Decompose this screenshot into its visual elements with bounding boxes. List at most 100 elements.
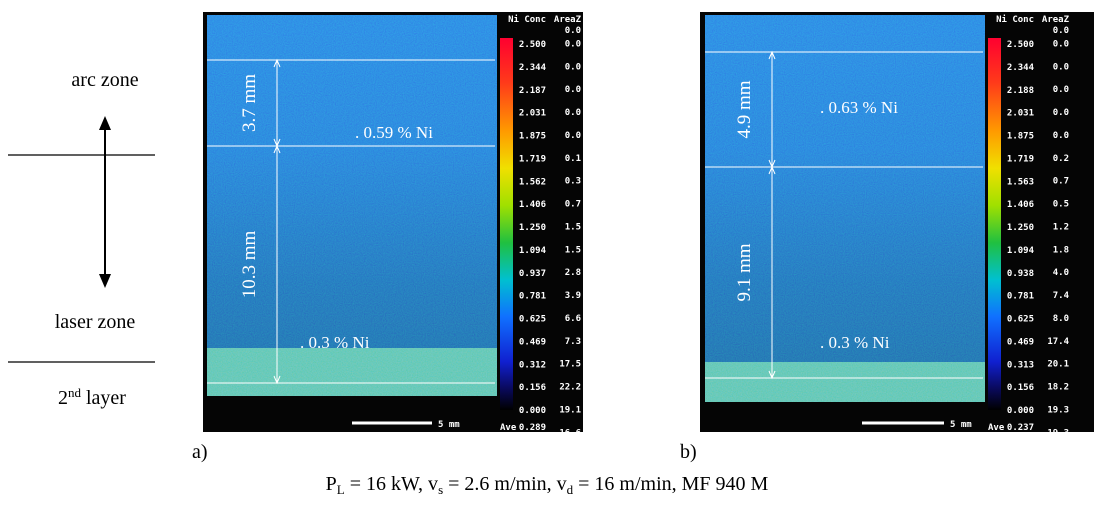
area-header: AreaZ <box>554 15 582 25</box>
arrow-head <box>768 159 776 169</box>
area-value: 1.2 <box>1053 222 1069 232</box>
area-value: 18.2 <box>1047 383 1069 393</box>
scale-bar-label: 5 mm <box>950 420 972 430</box>
caption-part: = 16 kW, v <box>345 473 438 495</box>
area-value: 7.3 <box>565 337 581 347</box>
area-value: 0.0 <box>1053 39 1069 49</box>
caption-sub: d <box>567 482 574 497</box>
area-value: 17.5 <box>559 360 581 370</box>
average-value: 0.289 <box>519 423 546 433</box>
upper-concentration: . 0.63 % Ni <box>820 98 898 117</box>
conc-value: 2.187 <box>519 86 546 96</box>
conc-value: 2.344 <box>1007 63 1035 73</box>
caption-part: = 2.6 m/min, v <box>443 473 567 495</box>
average-label: Ave <box>500 423 517 433</box>
conc-value: 1.719 <box>1007 154 1034 164</box>
conc-value: 2.500 <box>1007 40 1034 50</box>
conc-value: 1.719 <box>519 154 546 164</box>
area-value: 0.0 <box>1053 85 1069 95</box>
area-value: 0.0 <box>565 26 581 36</box>
conc-value: 1.406 <box>519 200 546 210</box>
panel-label: a) <box>192 441 208 463</box>
layer-texture <box>705 362 985 402</box>
area-value: 0.2 <box>1053 154 1069 164</box>
map-texture <box>207 15 497 396</box>
arrow-head <box>273 138 281 148</box>
area-header: AreaZ <box>1042 15 1070 25</box>
area-value: 19.1 <box>559 405 581 415</box>
conc-value: 0.313 <box>1007 360 1034 370</box>
conc-value: 0.000 <box>519 406 546 416</box>
conc-value: 2.188 <box>1007 86 1034 96</box>
caption-sub: s <box>438 482 443 497</box>
conc-value: 1.250 <box>519 223 546 233</box>
lower-concentration: . 0.3 % Ni <box>300 333 370 352</box>
arrow-head <box>273 58 281 68</box>
area-value: 22.2 <box>559 383 581 393</box>
conc-value: 1.562 <box>519 177 546 187</box>
area-value: 3.9 <box>565 291 581 301</box>
conc-value: 1.250 <box>1007 223 1034 233</box>
conc-value: 2.500 <box>519 40 546 50</box>
caption-part: P <box>326 473 337 495</box>
caption-part: = 16 m/min, MF 940 M <box>573 473 768 495</box>
upper-thickness: 4.9 mm <box>734 80 755 138</box>
area-value: 8.0 <box>1053 314 1069 324</box>
conc-value: 0.469 <box>1007 337 1034 347</box>
lower-concentration: . 0.3 % Ni <box>820 333 890 352</box>
conc-value: 0.938 <box>1007 269 1034 279</box>
arrow-head <box>273 375 281 385</box>
layer-label: 2nd layer <box>58 385 126 409</box>
conc-header: Ni Conc <box>508 14 546 25</box>
area-value: 0.0 <box>565 62 581 72</box>
area-value: 0.0 <box>565 39 581 49</box>
area-value: 2.8 <box>565 268 581 278</box>
area-value: 7.4 <box>1053 291 1070 301</box>
area-value: 1.5 <box>565 245 581 255</box>
scale-bar-label: 5 mm <box>438 420 460 430</box>
area-value: 16.6 <box>559 428 581 438</box>
area-value: 0.0 <box>565 108 581 118</box>
area-value: 0.0 <box>1053 108 1069 118</box>
area-value: 0.7 <box>1053 177 1069 187</box>
lower-thickness: 10.3 mm <box>239 231 260 299</box>
upper-concentration: . 0.59 % Ni <box>355 123 433 142</box>
area-value: 0.0 <box>1053 26 1069 36</box>
arc-zone-label: arc zone <box>71 69 138 91</box>
area-value: 1.5 <box>565 222 581 232</box>
conc-header: Ni Conc <box>996 14 1034 25</box>
arrow-head <box>768 370 776 380</box>
conc-value: 0.781 <box>519 292 546 302</box>
caption: PL = 16 kW, vs = 2.6 m/min, vd = 16 m/mi… <box>326 473 769 497</box>
area-value: 0.5 <box>1053 200 1069 210</box>
conc-value: 0.156 <box>519 383 546 393</box>
area-value: 0.7 <box>565 200 581 210</box>
conc-value: 1.563 <box>1007 177 1034 187</box>
area-value: 0.0 <box>565 85 581 95</box>
area-value: 19.3 <box>1047 405 1069 415</box>
lower-thickness: 9.1 mm <box>734 243 755 301</box>
area-value: 19.3 <box>1047 428 1069 438</box>
average-value: 0.237 <box>1007 423 1034 433</box>
arrow-head <box>768 50 776 60</box>
color-bar <box>988 38 1001 410</box>
area-value: 20.1 <box>1047 360 1069 370</box>
conc-value: 0.781 <box>1007 292 1034 302</box>
conc-value: 1.406 <box>1007 200 1034 210</box>
conc-value: 2.031 <box>1007 109 1034 119</box>
layer-word: layer <box>81 387 126 409</box>
conc-value: 0.469 <box>519 337 546 347</box>
laser-zone-label: laser zone <box>55 311 136 333</box>
conc-value: 1.094 <box>519 246 547 256</box>
area-value: 0.0 <box>1053 131 1069 141</box>
conc-value: 2.031 <box>519 109 546 119</box>
area-value: 0.3 <box>565 177 581 187</box>
conc-value: 0.625 <box>1007 315 1034 325</box>
layer-texture <box>207 348 497 396</box>
area-value: 0.0 <box>565 131 581 141</box>
conc-value: 0.156 <box>1007 383 1034 393</box>
layer-suffix: nd <box>68 385 82 400</box>
area-value: 17.4 <box>1047 337 1069 347</box>
